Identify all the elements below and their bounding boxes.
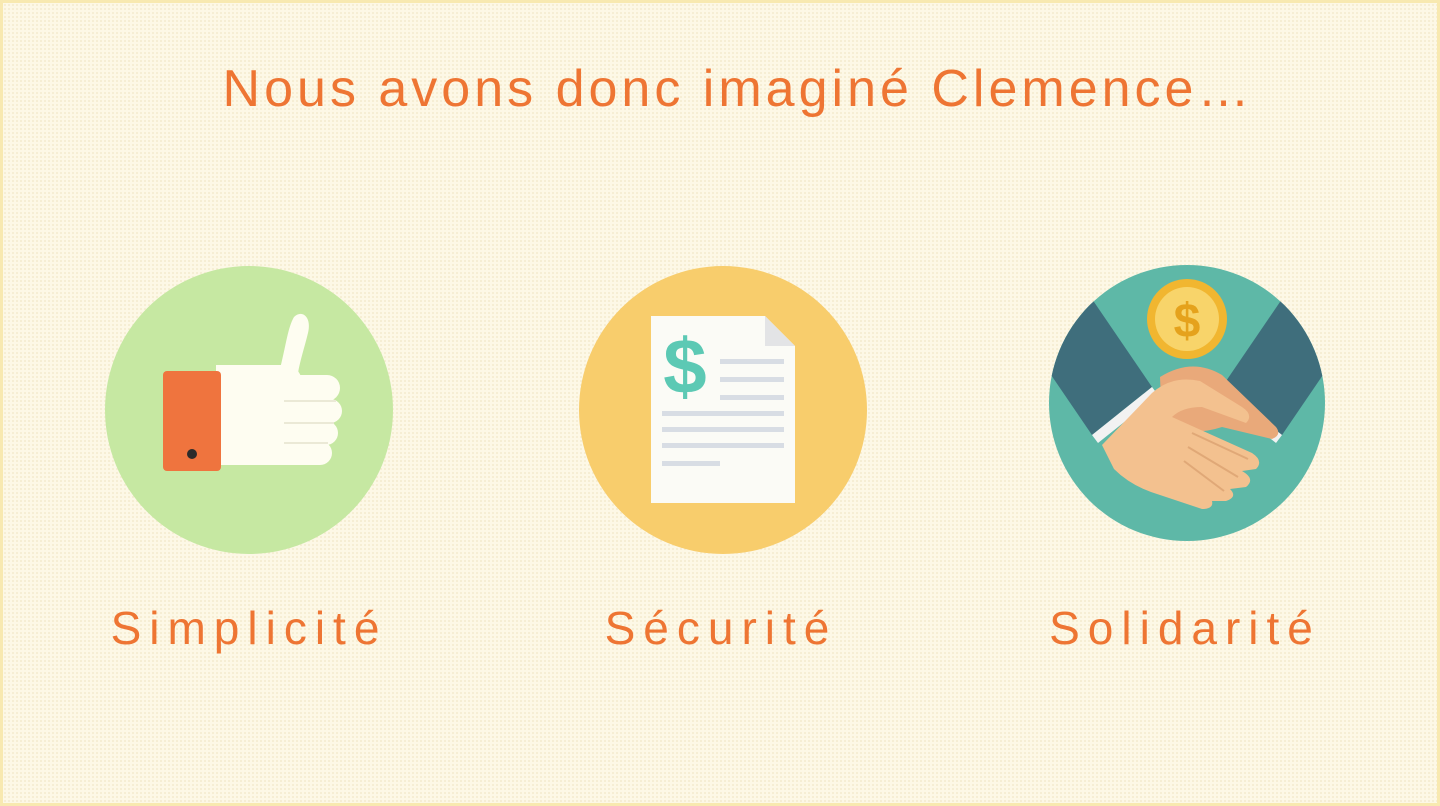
handshake-coin-icon: $ [1042, 257, 1332, 547]
dollar-document-icon: $ [578, 265, 868, 555]
thumbs-up-icon [104, 265, 394, 555]
svg-text:$: $ [1174, 295, 1201, 348]
svg-text:$: $ [663, 322, 706, 410]
label-simplicite: Simplicité [110, 602, 388, 654]
label-solidarite: Solidarité [1049, 602, 1321, 654]
slide-title: Nous avons donc imaginé Clemence… [222, 60, 1254, 118]
label-securite: Sécurité [604, 602, 838, 654]
